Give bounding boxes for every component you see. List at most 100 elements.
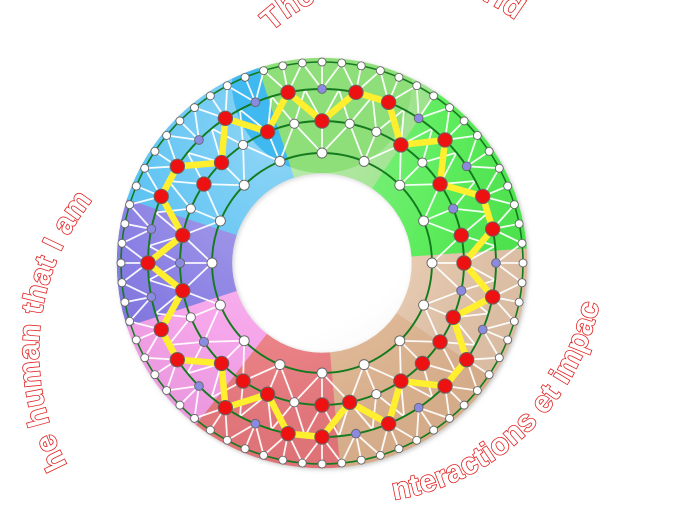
node-highlighted [314,397,330,413]
node-plain [358,155,370,167]
node-highlighted [380,416,397,432]
spoke-edge [321,123,351,154]
spoke-edge [166,385,200,392]
spoke-edge [375,108,405,133]
node-plain [259,66,269,76]
spoke-edge [193,107,200,141]
node-highlighted [380,94,397,110]
node-highlighted [217,110,234,127]
node-highlighted [484,289,501,305]
node-plain [429,425,439,435]
node-plain [351,428,361,439]
node-plain [484,370,494,380]
node-plain [503,335,513,345]
spoke-edge [421,128,434,163]
node-plain [206,257,218,269]
spoke-edge [338,89,351,124]
node-plain [337,458,347,468]
node-plain [337,58,347,68]
spoke-edge [168,340,205,346]
spoke-edge [482,320,515,331]
node-plain [472,131,482,140]
node-plain [418,299,430,311]
spoke-edge [348,123,365,162]
node-plain [344,118,355,129]
spoke-edge [270,95,295,125]
node-plain [317,57,327,67]
spoke-edge [461,279,496,292]
node-plain [445,413,454,423]
node-plain [494,163,504,173]
node-highlighted [213,154,230,171]
spoke-edge [254,70,265,103]
node-plain [297,58,307,68]
node-plain [448,203,459,214]
spoke-edge [293,402,306,437]
node-plain [274,359,286,371]
node-plain [259,450,269,460]
node-plain [125,316,135,326]
node-plain [417,157,428,168]
spoke-edge [460,290,490,315]
node-plain [146,292,157,302]
node-plain [240,72,250,82]
spoke-edge [128,204,153,230]
node-plain [456,285,467,296]
spoke-edge [321,62,343,90]
spoke-edge [452,180,477,210]
node-plain [146,224,157,234]
node-plain [394,72,404,82]
spoke-edge [495,262,523,284]
node-plain [514,297,524,307]
spoke-edge [453,207,489,214]
node-highlighted [259,386,276,402]
spoke-edge [422,151,457,164]
spoke-edge [167,316,192,346]
node-plain [214,215,226,227]
node-plain [375,450,385,460]
node-plain [358,359,370,371]
node-highlighted [348,84,364,101]
node-highlighted [453,227,469,243]
node-plain [477,324,488,335]
spoke-edge [203,339,245,343]
node-plain [162,131,172,140]
node-plain [190,413,199,423]
spoke-edge [431,262,462,292]
spoke-edge [226,422,256,442]
spoke-edge [148,262,181,281]
node-plain [150,370,160,380]
node-plain [278,455,288,465]
node-plain [194,381,204,391]
node-highlighted [456,255,472,271]
spoke-edge [418,106,450,120]
node-plain [412,435,422,445]
spoke-edge [349,95,374,125]
spoke-edge [340,433,357,464]
node-plain [509,316,519,326]
node-plain [185,203,196,214]
node-plain [297,458,307,468]
node-plain [461,161,472,172]
node-plain [117,278,127,288]
node-highlighted [175,227,191,243]
node-plain [131,335,141,345]
node-highlighted [342,394,358,410]
node-plain [517,278,527,288]
node-plain [250,418,261,429]
node-plain [205,91,215,101]
node-plain [120,297,130,307]
spoke-edge [418,406,450,420]
spoke-edge [481,329,501,359]
spoke-edge [186,341,205,374]
node-plain [162,386,172,395]
node-plain [459,400,469,410]
node-plain [289,397,300,408]
node-plain [131,181,141,191]
spoke-edge [242,144,246,186]
node-highlighted [169,351,186,368]
spoke-edge [495,242,523,264]
node-plain [194,135,204,145]
node-highlighted [259,124,276,140]
